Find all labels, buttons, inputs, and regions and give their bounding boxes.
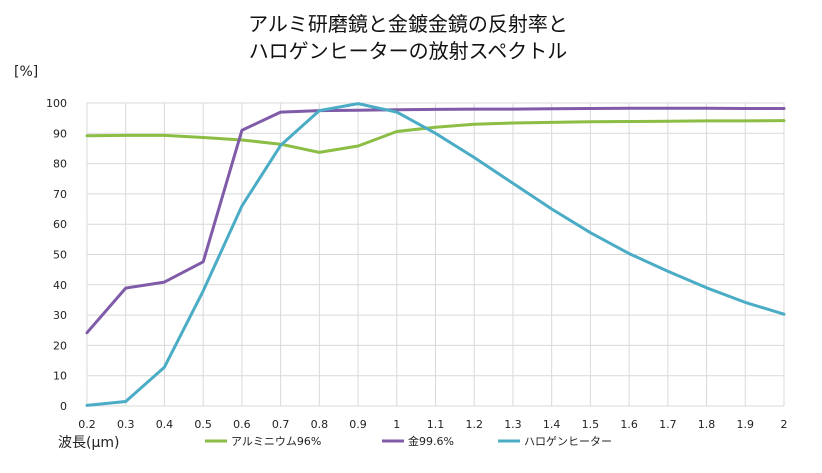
y-tick-label: 70 bbox=[53, 188, 67, 201]
series-line-1 bbox=[85, 119, 786, 154]
x-axis-label: 波長(μm) bbox=[58, 435, 119, 451]
x-tick-label: 1.3 bbox=[504, 418, 522, 431]
x-tick-label: 0.6 bbox=[233, 418, 251, 431]
x-tick-label: 0.5 bbox=[194, 418, 212, 431]
chart-title-line-1: アルミ研磨鏡と金鍍金鏡の反射率と bbox=[248, 12, 568, 36]
y-tick-label: 60 bbox=[53, 218, 67, 231]
y-tick-label: 50 bbox=[53, 249, 67, 262]
series-lines bbox=[85, 102, 786, 407]
x-tick-label: 1.2 bbox=[465, 418, 483, 431]
x-tick-label: 0.4 bbox=[156, 418, 174, 431]
x-tick-label: 0.8 bbox=[311, 418, 329, 431]
x-tick-label: 1 bbox=[393, 418, 400, 431]
y-tick-label: 30 bbox=[53, 309, 67, 322]
x-tick-label: 0.2 bbox=[78, 418, 96, 431]
y-tick-label: 20 bbox=[53, 339, 67, 352]
y-axis-unit-label: [%] bbox=[14, 64, 38, 80]
y-tick-label: 0 bbox=[60, 400, 67, 413]
y-tick-label: 80 bbox=[53, 158, 67, 171]
x-tick-label: 1.6 bbox=[620, 418, 638, 431]
x-tick-label: 1.1 bbox=[427, 418, 445, 431]
legend-label: アルミニウム96% bbox=[231, 435, 321, 448]
gridlines bbox=[86, 102, 785, 407]
legend-label: 金99.6% bbox=[408, 434, 454, 448]
x-axis-tick-labels: 0.2 0.3 0.4 0.5 0.6 0.7 0.8 0.9 1 1.1 1.2 1.3 1.4 1.5… bbox=[78, 418, 787, 431]
series-line-2 bbox=[85, 106, 786, 335]
x-tick-label: 0.9 bbox=[349, 418, 367, 431]
x-tick-label: 0.3 bbox=[117, 418, 135, 431]
y-tick-label: 10 bbox=[53, 370, 67, 383]
y-tick-label: 100 bbox=[46, 97, 67, 110]
x-tick-label: 1.4 bbox=[543, 418, 561, 431]
x-tick-label: 0.7 bbox=[272, 418, 290, 431]
chart-title-line-2: ハロゲンヒーターの放射スペクトル bbox=[249, 39, 568, 63]
y-tick-label: 40 bbox=[53, 279, 67, 292]
legend: アルミニウム96% 金99.6% ハロゲンヒーター bbox=[205, 434, 612, 448]
y-tick-label: 90 bbox=[53, 127, 67, 140]
legend-label: ハロゲンヒーター bbox=[524, 435, 612, 448]
x-tick-label: 1.7 bbox=[659, 418, 677, 431]
chart-title: アルミ研磨鏡と金鍍金鏡の反射率と ハロゲンヒーターの放射スペクトル bbox=[248, 12, 568, 63]
x-tick-label: 1.8 bbox=[698, 418, 716, 431]
x-tick-label: 1.9 bbox=[737, 418, 755, 431]
y-axis-tick-labels: 0 10 20 30 40 50 60 70 80 90 100 bbox=[46, 97, 67, 413]
x-tick-label: 2 bbox=[781, 418, 788, 431]
x-tick-label: 1.5 bbox=[582, 418, 600, 431]
series-line-3 bbox=[85, 102, 786, 407]
